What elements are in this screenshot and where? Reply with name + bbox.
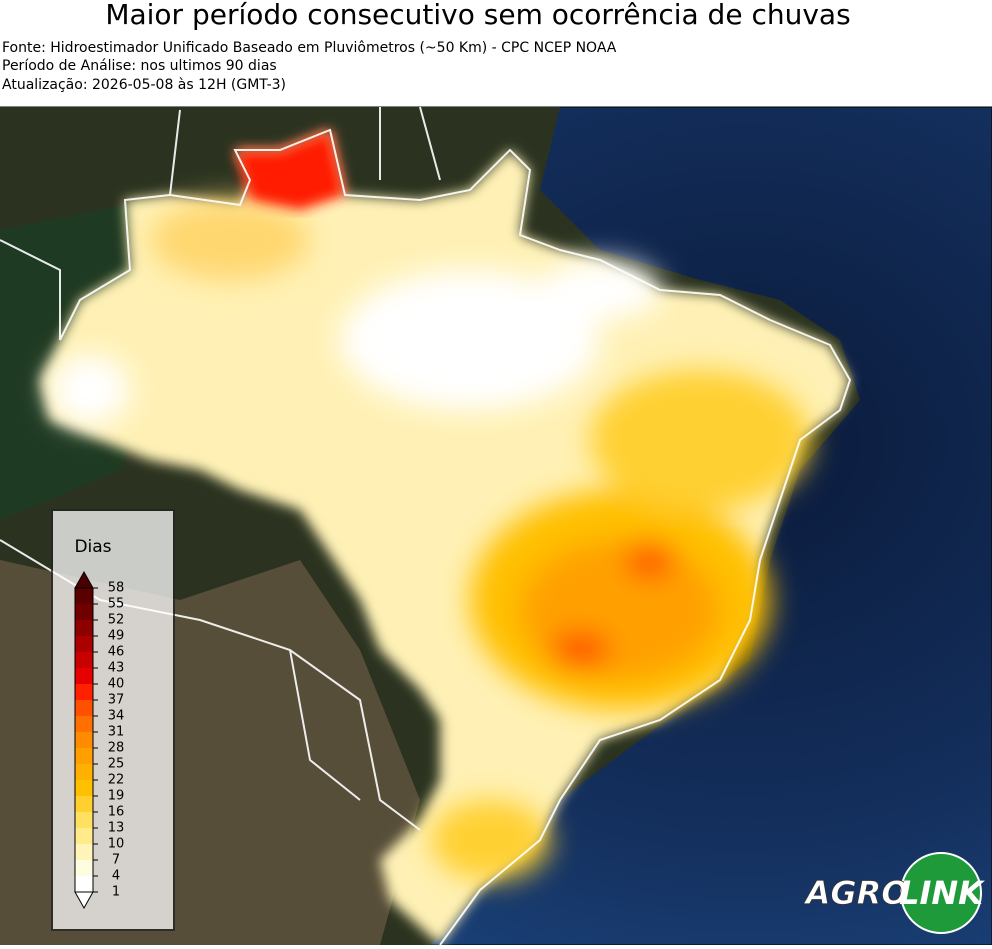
source: Fonte: Hidroestimador Unificado Baseado … [2, 40, 617, 56]
colorbar-tick-label: 43 [108, 661, 125, 676]
colorbar-segment [75, 748, 93, 764]
colorbar-segment [75, 716, 93, 732]
colorbar-tick-label: 28 [108, 741, 125, 756]
colorbar-tick-label: 34 [108, 709, 125, 724]
title: Maior período consecutivo sem ocorrência… [105, 0, 850, 31]
colorbar-segment [75, 700, 93, 716]
colorbar-tick-label: 55 [108, 597, 125, 612]
colorbar-segment [75, 844, 93, 860]
updated: Atualização: 2026-05-08 às 12H (GMT-3) [2, 77, 286, 93]
colorbar-segment [75, 780, 93, 796]
logo: AGRO LINK [802, 852, 985, 934]
colorbar-tick-label: 16 [108, 805, 125, 820]
colorbar-label: Dias [74, 537, 111, 557]
colorbar-segment [75, 764, 93, 780]
colorbar-tick-label: 46 [108, 645, 125, 660]
colorbar-tick-label: 37 [108, 693, 125, 708]
colorbar-segment [75, 828, 93, 844]
colorbar-tick-label: 1 [112, 885, 120, 900]
colorbar-segment [75, 668, 93, 684]
colorbar-tick-label: 40 [108, 677, 125, 692]
colorbar-segment [75, 636, 93, 652]
colorbar-tick-label: 13 [108, 821, 125, 836]
colorbar-segment [75, 604, 93, 620]
colorbar-tick-label: 52 [108, 613, 125, 628]
colorbar-frame [74, 587, 94, 893]
colorbar-segment [75, 588, 93, 604]
map [0, 106, 992, 946]
colorbar-tick-label: 49 [108, 629, 125, 644]
colorbar-tick-label: 31 [108, 725, 125, 740]
colorbar-tick-label: 25 [108, 757, 125, 772]
colorbar-segment [75, 684, 93, 700]
colorbar-segment [75, 620, 93, 636]
colorbar-segment [75, 796, 93, 812]
colorbar-tick-label: 10 [108, 837, 125, 852]
colorbar-segment [75, 732, 93, 748]
logo-right: LINK [899, 874, 985, 912]
period: Período de Análise: nos ultimos 90 dias [2, 58, 277, 74]
colorbar-tick-label: 4 [112, 869, 120, 884]
colorbar-tick-label: 19 [108, 789, 125, 804]
colorbar-segment [75, 860, 93, 876]
colorbar-tick-label: 7 [112, 853, 120, 868]
colorbar-segment [75, 812, 93, 828]
logo-left: AGRO [803, 874, 909, 912]
colorbar-segment [75, 876, 93, 892]
colorbar-segment [75, 652, 93, 668]
colorbar-tick-label: 58 [108, 581, 125, 596]
colorbar-tick-label: 22 [108, 773, 125, 788]
legend: Dias [51, 509, 175, 931]
